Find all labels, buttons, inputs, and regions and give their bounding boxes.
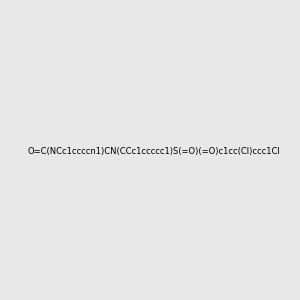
Text: O=C(NCc1ccccn1)CN(CCc1ccccc1)S(=O)(=O)c1cc(Cl)ccc1Cl: O=C(NCc1ccccn1)CN(CCc1ccccc1)S(=O)(=O)c1… xyxy=(27,147,280,156)
